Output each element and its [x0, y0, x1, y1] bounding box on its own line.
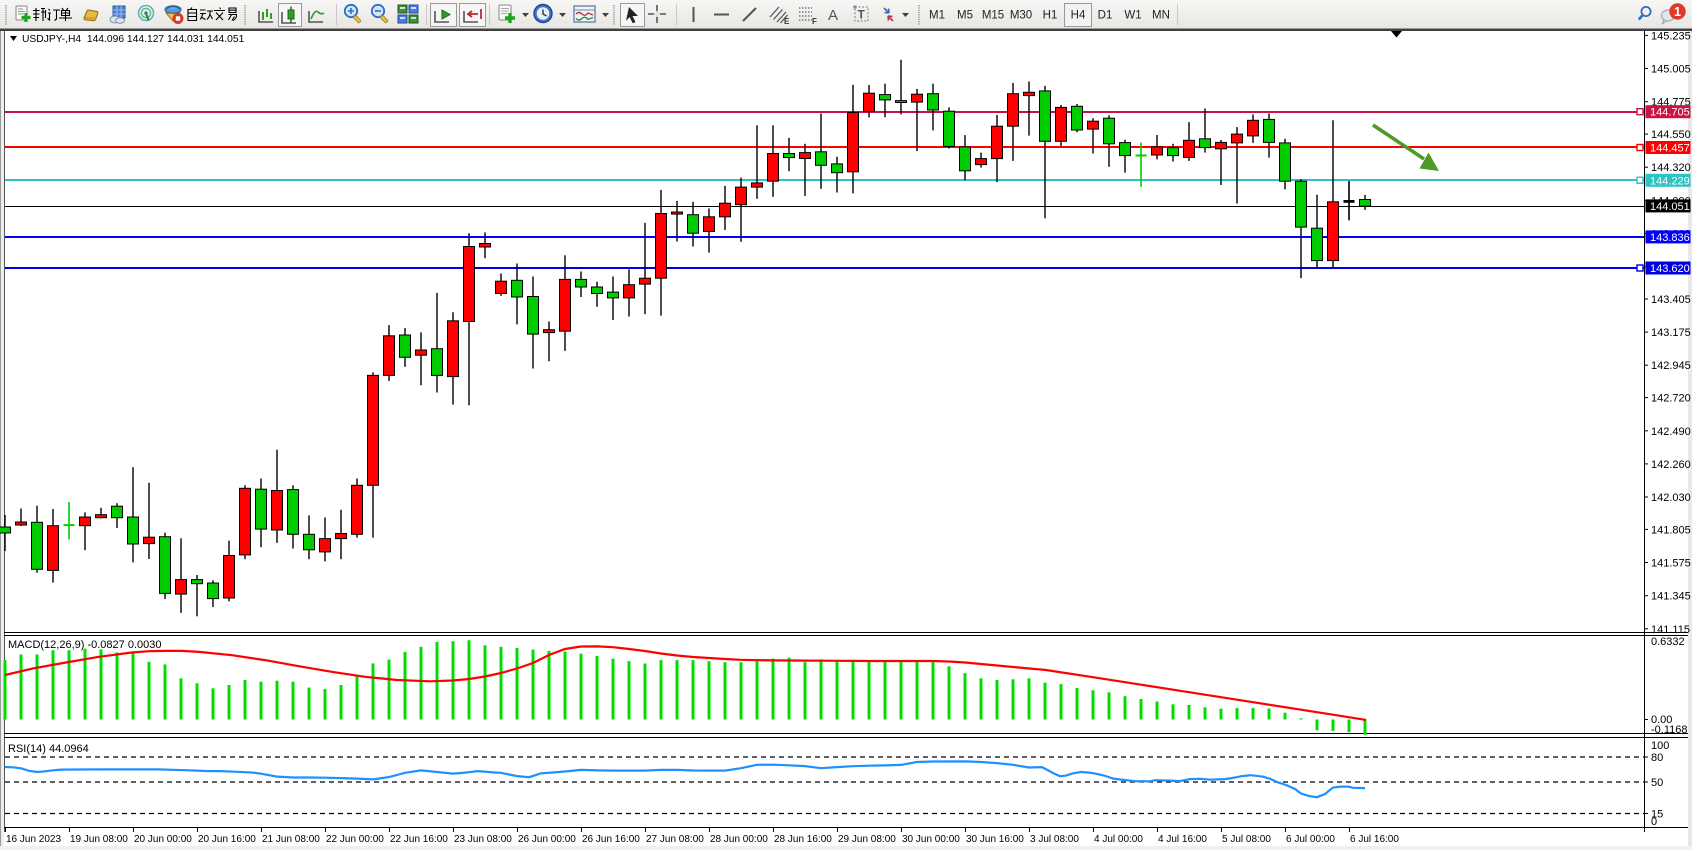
- svg-text:143.405: 143.405: [1651, 294, 1691, 306]
- svg-text:0: 0: [1651, 816, 1657, 828]
- svg-text:22 Jun 00:00: 22 Jun 00:00: [326, 834, 384, 845]
- svg-text:26 Jun 16:00: 26 Jun 16:00: [582, 834, 640, 845]
- svg-text:4 Jul 16:00: 4 Jul 16:00: [1158, 834, 1207, 845]
- svg-text:30 Jun 00:00: 30 Jun 00:00: [902, 834, 960, 845]
- svg-text:144.457: 144.457: [1650, 143, 1690, 155]
- svg-text:A: A: [828, 7, 838, 24]
- svg-text:F: F: [812, 17, 817, 26]
- svg-text:143.175: 143.175: [1651, 327, 1691, 339]
- svg-text:144.051: 144.051: [1650, 201, 1690, 213]
- svg-text:142.490: 142.490: [1651, 426, 1691, 438]
- svg-text:21 Jun 08:00: 21 Jun 08:00: [262, 834, 320, 845]
- svg-text:143.836: 143.836: [1650, 232, 1690, 244]
- svg-text:3 Jul 08:00: 3 Jul 08:00: [1030, 834, 1079, 845]
- svg-text:142.720: 142.720: [1651, 393, 1691, 405]
- svg-text:30 Jun 16:00: 30 Jun 16:00: [966, 834, 1024, 845]
- svg-text:141.575: 141.575: [1651, 558, 1691, 570]
- svg-text:M30: M30: [1010, 10, 1032, 22]
- svg-text:16 Jun 2023: 16 Jun 2023: [6, 834, 61, 845]
- svg-text:100: 100: [1651, 740, 1669, 752]
- svg-text:W1: W1: [1124, 10, 1141, 22]
- svg-text:50: 50: [1651, 777, 1663, 789]
- svg-text:144.550: 144.550: [1651, 129, 1691, 141]
- svg-text:D1: D1: [1098, 10, 1113, 22]
- svg-text:28 Jun 00:00: 28 Jun 00:00: [710, 834, 768, 845]
- svg-text:4 Jul 00:00: 4 Jul 00:00: [1094, 834, 1143, 845]
- svg-text:M5: M5: [957, 10, 973, 22]
- svg-text:MACD(12,26,9) -0.0827 0.0030: MACD(12,26,9) -0.0827 0.0030: [8, 639, 161, 651]
- svg-text:T: T: [858, 8, 866, 22]
- svg-text:6 Jul 00:00: 6 Jul 00:00: [1286, 834, 1335, 845]
- svg-text:142.260: 142.260: [1651, 459, 1691, 471]
- svg-text:M1: M1: [929, 10, 945, 22]
- svg-text:29 Jun 08:00: 29 Jun 08:00: [838, 834, 896, 845]
- svg-text:142.945: 142.945: [1651, 360, 1691, 372]
- svg-text:0.00: 0.00: [1651, 714, 1672, 726]
- svg-text:15: 15: [1651, 809, 1663, 821]
- svg-text:144.229: 144.229: [1650, 175, 1690, 187]
- svg-text:1: 1: [1674, 5, 1681, 19]
- svg-text:141.115: 141.115: [1651, 624, 1690, 636]
- svg-text:26 Jun 00:00: 26 Jun 00:00: [518, 834, 576, 845]
- svg-text:20 Jun 00:00: 20 Jun 00:00: [134, 834, 192, 845]
- svg-text:142.030: 142.030: [1651, 492, 1691, 504]
- svg-text:H1: H1: [1043, 10, 1058, 22]
- svg-text:USDJPY-,H4 144.096 144.127 14: USDJPY-,H4 144.096 144.127 144.031 144.0…: [22, 34, 245, 45]
- svg-text:28 Jun 16:00: 28 Jun 16:00: [774, 834, 832, 845]
- svg-text:23 Jun 08:00: 23 Jun 08:00: [454, 834, 512, 845]
- svg-text:141.345: 141.345: [1651, 591, 1691, 603]
- svg-text:6 Jul 16:00: 6 Jul 16:00: [1350, 834, 1399, 845]
- svg-text:22 Jun 16:00: 22 Jun 16:00: [390, 834, 448, 845]
- svg-text:5 Jul 08:00: 5 Jul 08:00: [1222, 834, 1271, 845]
- svg-text:MN: MN: [1152, 10, 1170, 22]
- svg-text:M15: M15: [982, 10, 1004, 22]
- svg-text:145.005: 145.005: [1651, 64, 1691, 76]
- svg-text:145.235: 145.235: [1651, 30, 1691, 42]
- svg-text:144.320: 144.320: [1651, 162, 1691, 174]
- svg-text:0.6332: 0.6332: [1651, 636, 1685, 648]
- svg-text:RSI(14) 44.0964: RSI(14) 44.0964: [8, 743, 89, 755]
- svg-text:-0.1168: -0.1168: [1651, 724, 1688, 736]
- svg-text:H4: H4: [1071, 10, 1086, 22]
- svg-text:144.705: 144.705: [1650, 107, 1690, 119]
- svg-text:E: E: [784, 17, 790, 26]
- svg-text:80: 80: [1651, 752, 1663, 764]
- svg-text:27 Jun 08:00: 27 Jun 08:00: [646, 834, 704, 845]
- svg-text:19 Jun 08:00: 19 Jun 08:00: [70, 834, 128, 845]
- svg-text:141.805: 141.805: [1651, 524, 1691, 536]
- svg-text:20 Jun 16:00: 20 Jun 16:00: [198, 834, 256, 845]
- svg-text:143.620: 143.620: [1650, 263, 1690, 275]
